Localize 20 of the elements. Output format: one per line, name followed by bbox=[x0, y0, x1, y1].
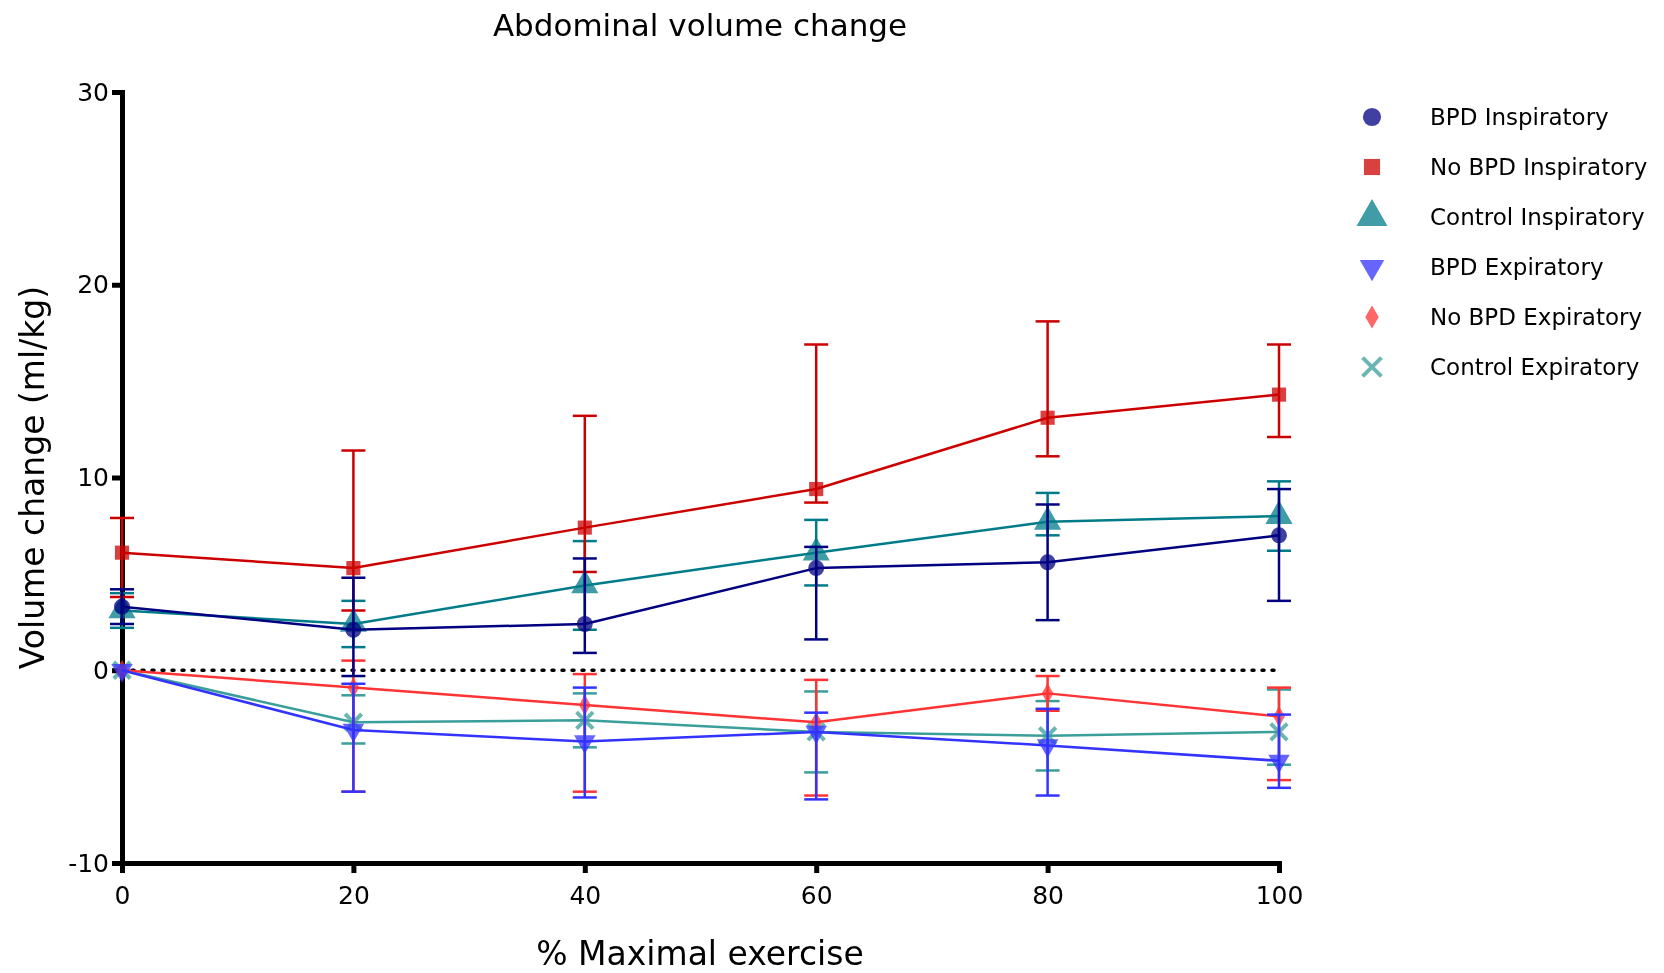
y-tick-label: 30 bbox=[77, 77, 109, 107]
x-axis-title: % Maximal exercise bbox=[536, 934, 864, 973]
x-tick-label: 100 bbox=[1255, 880, 1304, 910]
legend-label: BPD Inspiratory bbox=[1430, 104, 1609, 130]
legend-label: BPD Expiratory bbox=[1430, 254, 1604, 280]
y-tick-label: 20 bbox=[77, 270, 109, 300]
legend-label: No BPD Expiratory bbox=[1430, 304, 1643, 330]
y-tick-label: -10 bbox=[68, 848, 109, 878]
y-tick-label: 10 bbox=[77, 463, 109, 492]
x-tick-label: 60 bbox=[800, 880, 833, 910]
chart-title: Abdominal volume change bbox=[492, 7, 908, 43]
legend-label: Control Expiratory bbox=[1430, 354, 1640, 380]
x-tick-label: 40 bbox=[569, 880, 602, 910]
x-tick-label: 80 bbox=[1032, 880, 1065, 910]
y-tick-label: 0 bbox=[93, 655, 109, 685]
y-axis-title: Volume change (ml/kg) bbox=[13, 285, 52, 670]
x-tick-label: 0 bbox=[114, 880, 131, 910]
legend-label: No BPD Inspiratory bbox=[1430, 154, 1648, 180]
legend-label: Control Inspiratory bbox=[1430, 204, 1645, 230]
x-tick-label: 20 bbox=[337, 880, 370, 910]
